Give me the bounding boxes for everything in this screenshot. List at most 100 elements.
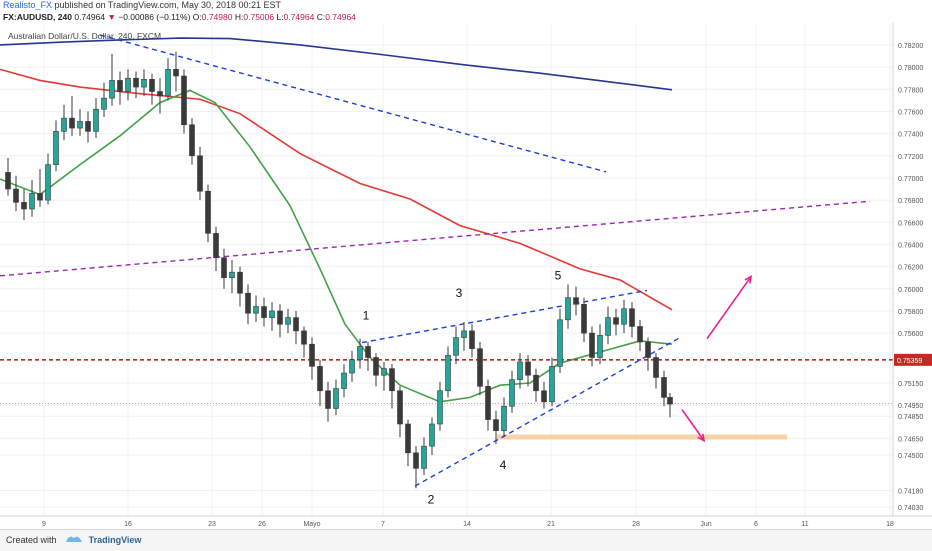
- candle-body: [613, 317, 619, 325]
- open-label: O:: [192, 12, 202, 22]
- candle-body: [141, 79, 147, 88]
- last-price: 0.74964: [74, 12, 106, 22]
- candle-body: [125, 77, 131, 92]
- candle-body: [341, 372, 347, 389]
- candle-body: [205, 190, 211, 234]
- footer-bar: Created with TradingView: [0, 529, 932, 551]
- change-value: −0.00086 (−0.11%): [118, 12, 191, 22]
- y-tick-label: 0.74030: [898, 505, 923, 512]
- candle-body: [493, 419, 499, 431]
- candle-body: [357, 346, 363, 361]
- candle-body: [405, 423, 411, 454]
- candle-body: [525, 361, 531, 376]
- low-label: L:: [276, 12, 284, 22]
- open-value: 0.74980: [201, 12, 233, 22]
- candle-body: [93, 108, 99, 132]
- candle-body: [85, 121, 91, 132]
- candle-body: [269, 310, 275, 318]
- chart-overlays: [0, 34, 893, 487]
- x-tick-label: 9: [42, 521, 46, 528]
- y-tick-label: 0.76400: [898, 242, 923, 249]
- trendline: [414, 335, 683, 487]
- candle-body: [101, 97, 107, 110]
- candle-body: [245, 292, 251, 314]
- candle-body: [661, 377, 667, 398]
- x-tick-label: 7: [381, 521, 385, 528]
- wave-label-1: 1: [363, 308, 370, 322]
- candle-body: [165, 69, 171, 97]
- y-tick-label: 0.76000: [898, 287, 923, 294]
- close-value: 0.74964: [325, 12, 356, 22]
- candle-body: [333, 388, 339, 409]
- price-chart[interactable]: Australian Dollar/U.S. Dollar, 240, FXCM…: [0, 23, 932, 529]
- wave-label-4: 4: [500, 458, 507, 472]
- candle-body: [509, 379, 515, 407]
- candle-body: [589, 332, 595, 358]
- candle-body: [69, 117, 75, 129]
- chart-title: Australian Dollar/U.S. Dollar, 240, FXCM: [8, 31, 161, 41]
- trendline: [99, 34, 607, 173]
- y-tick-label: 0.77800: [898, 87, 923, 94]
- y-tick-label: 0.75150: [898, 381, 923, 388]
- candle-body: [349, 359, 355, 374]
- candle-body: [221, 257, 227, 279]
- annotations-layer: 1 2 3 4 5: [363, 268, 753, 506]
- candle-body: [117, 80, 123, 92]
- candle-body: [469, 330, 475, 349]
- candle-body: [373, 357, 379, 376]
- time-axis[interactable]: 9 16 23 26 Mayo 7 14 21 28 Jun 6 11 18: [0, 515, 932, 528]
- candle-body: [29, 193, 35, 210]
- candle-body: [605, 317, 611, 336]
- candle-body: [533, 374, 539, 392]
- candle-body: [317, 366, 323, 392]
- candle-body: [133, 77, 139, 88]
- candle-body: [237, 271, 243, 294]
- y-tick-label: 0.78000: [898, 65, 923, 72]
- candle-body: [173, 69, 179, 77]
- series-line-ma-long: [0, 37, 673, 91]
- author-name[interactable]: Realisto_FX: [3, 0, 53, 10]
- candle-body: [485, 386, 491, 420]
- candle-body: [277, 310, 283, 325]
- high-value: 0.75006: [243, 12, 275, 22]
- price-axis[interactable]: 0.78200 0.78000 0.77800 0.77600 0.77400 0.772…: [892, 23, 932, 516]
- x-tick-label: 26: [258, 521, 266, 528]
- arrow-down-head: [697, 433, 706, 443]
- channel-line: [0, 200, 871, 277]
- y-tick-label: 0.76600: [898, 220, 923, 227]
- y-tick-label: 0.74950: [898, 403, 923, 410]
- low-value: 0.74964: [283, 12, 315, 22]
- tradingview-brand[interactable]: TradingView: [88, 535, 142, 545]
- y-tick-label: 0.74650: [898, 436, 923, 443]
- candle-body: [381, 368, 387, 376]
- y-tick-label: 0.74500: [898, 453, 923, 460]
- candle-body: [421, 445, 427, 469]
- candle-body: [261, 306, 267, 318]
- symbol-label: FX:AUDUSD, 240: [3, 12, 72, 22]
- candle-body: [549, 366, 555, 403]
- symbol-bar: FX:AUDUSD, 240 0.74964 ▼ −0.00086 (−0.11…: [0, 11, 932, 23]
- candle-body: [653, 357, 659, 378]
- candle-body: [21, 202, 27, 210]
- candle-body: [621, 308, 627, 325]
- candle-body: [229, 271, 235, 279]
- candle-body: [557, 319, 563, 367]
- candle-body: [5, 172, 11, 190]
- y-tick-label: 0.76800: [898, 198, 923, 205]
- candle-body: [197, 155, 203, 192]
- y-tick-label: 0.74850: [898, 414, 923, 421]
- arrow-down: [681, 409, 705, 442]
- candle-body: [365, 346, 371, 358]
- support-zone: [497, 434, 787, 440]
- candle-body: [629, 308, 635, 327]
- wave-label-2: 2: [428, 492, 435, 506]
- candle-body: [77, 121, 83, 129]
- candle-body: [437, 390, 443, 425]
- arrow-up-head: [744, 275, 753, 284]
- published-text: published on TradingView.com, May 30, 20…: [54, 0, 282, 10]
- candle-body: [597, 335, 603, 358]
- candle-body: [461, 330, 467, 338]
- candle-body: [13, 188, 19, 203]
- publish-header: Realisto_FX published on TradingView.com…: [0, 0, 932, 11]
- y-tick-label: 0.77600: [898, 109, 923, 116]
